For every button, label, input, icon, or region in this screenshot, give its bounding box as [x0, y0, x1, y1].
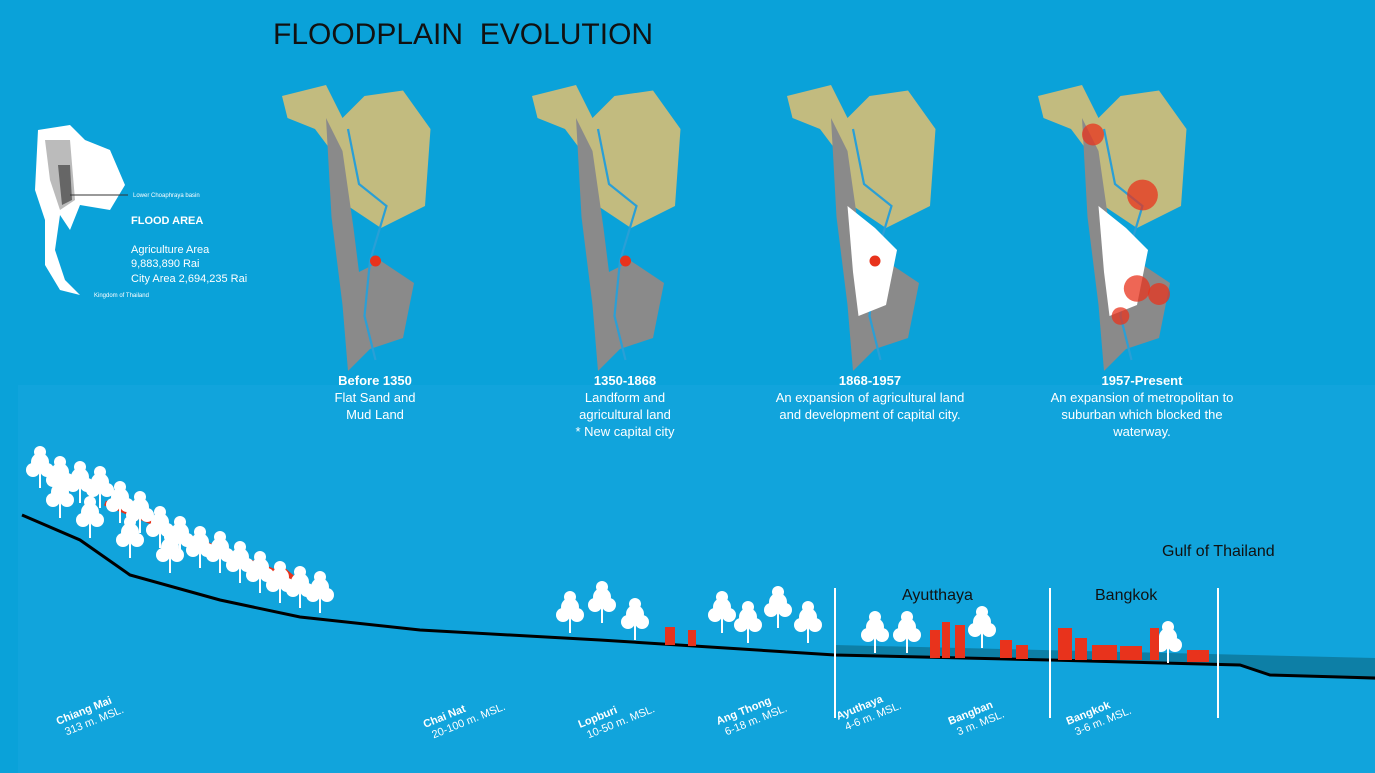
panel-period: 1957-Present	[1102, 373, 1184, 388]
region-label: Ayutthaya	[902, 587, 973, 604]
city-spot	[1082, 123, 1104, 146]
city-spot	[1127, 179, 1158, 211]
panel-period: Before 1350	[338, 373, 412, 388]
panel-text: agricultural land	[579, 407, 671, 422]
agriculture-value: 9,883,890 Rai	[131, 258, 200, 270]
city-spot	[1148, 283, 1170, 305]
panel-text: Mud Land	[346, 407, 404, 422]
panel-text: An expansion of metropolitan to	[1051, 390, 1234, 405]
region-label: Bangkok	[1095, 587, 1158, 604]
panel-map	[1036, 83, 1188, 373]
panel-map	[785, 83, 937, 373]
panel-text: Flat Sand and	[335, 390, 416, 405]
buildings	[665, 622, 1209, 662]
city-area: City Area 2,694,235 Rai	[131, 273, 247, 285]
panel-text: * New capital city	[576, 424, 675, 439]
basin-label: Lower Choaphraya basin	[133, 193, 200, 199]
sea-label: Gulf of Thailand	[1162, 543, 1275, 560]
city-spot	[1123, 275, 1151, 302]
city-spot	[1111, 307, 1130, 325]
panel-map	[530, 83, 682, 373]
panel-text: Landform and	[585, 390, 665, 405]
city-spot	[370, 255, 381, 267]
city-spot	[869, 255, 881, 267]
title: FLOODPLAIN EVOLUTION	[273, 18, 653, 51]
panel-period: 1350-1868	[594, 373, 656, 388]
flood-area: FLOOD AREA	[131, 215, 203, 227]
panel-period: 1868-1957	[839, 373, 901, 388]
agriculture-label: Agriculture Area	[131, 244, 210, 256]
panel-text: waterway.	[1112, 424, 1171, 439]
country: Kingdom of Thailand	[94, 293, 149, 299]
panel-map	[280, 83, 432, 373]
city-spot	[620, 255, 631, 267]
thailand-map	[35, 125, 128, 295]
panel-text: An expansion of agricultural land	[776, 390, 965, 405]
panel-text: and development of capital city.	[779, 407, 960, 422]
profile-panel	[18, 385, 1375, 773]
panel-text: suburban which blocked the	[1061, 407, 1222, 422]
